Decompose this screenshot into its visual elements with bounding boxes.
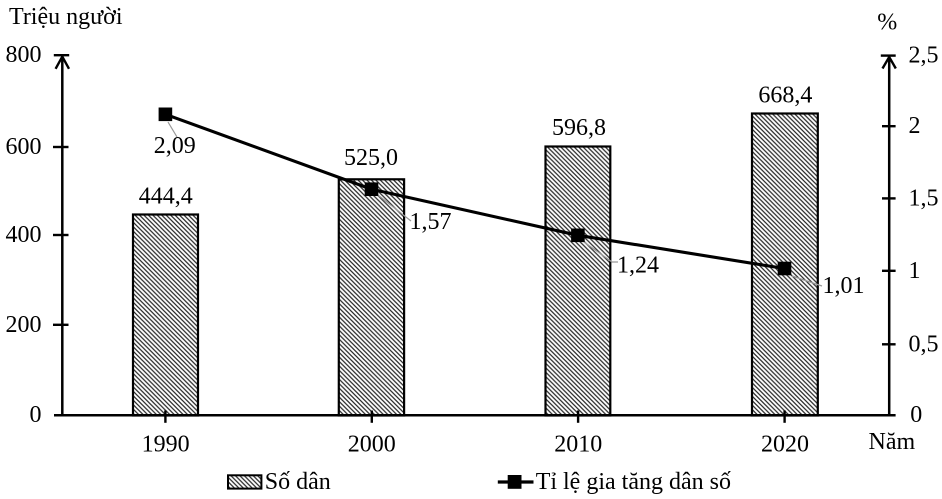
svg-text:525,0: 525,0 bbox=[344, 145, 398, 171]
svg-text:0: 0 bbox=[30, 402, 42, 428]
svg-text:1990: 1990 bbox=[142, 432, 190, 458]
svg-text:2,5: 2,5 bbox=[909, 43, 939, 69]
svg-text:1: 1 bbox=[909, 258, 921, 284]
svg-text:%: % bbox=[877, 10, 897, 36]
svg-text:1,5: 1,5 bbox=[909, 185, 939, 211]
svg-text:668,4: 668,4 bbox=[758, 83, 812, 109]
svg-text:2010: 2010 bbox=[554, 432, 602, 458]
svg-text:800: 800 bbox=[6, 42, 42, 68]
svg-text:1,57: 1,57 bbox=[410, 209, 452, 235]
svg-text:Tỉ lệ gia tăng dân số: Tỉ lệ gia tăng dân số bbox=[536, 469, 731, 495]
svg-text:596,8: 596,8 bbox=[552, 115, 606, 141]
svg-text:2000: 2000 bbox=[348, 432, 396, 458]
svg-text:1,24: 1,24 bbox=[617, 253, 659, 279]
svg-text:0: 0 bbox=[910, 402, 922, 428]
svg-text:Năm: Năm bbox=[869, 429, 916, 455]
svg-text:200: 200 bbox=[6, 312, 42, 338]
svg-text:1,01: 1,01 bbox=[823, 273, 865, 299]
svg-text:400: 400 bbox=[6, 222, 42, 248]
svg-text:Số dân: Số dân bbox=[265, 469, 331, 495]
svg-text:2,09: 2,09 bbox=[154, 133, 196, 159]
svg-text:0,5: 0,5 bbox=[909, 331, 939, 357]
svg-text:444,4: 444,4 bbox=[139, 184, 193, 210]
svg-text:2: 2 bbox=[909, 113, 921, 139]
svg-text:600: 600 bbox=[6, 134, 42, 160]
svg-text:2020: 2020 bbox=[761, 432, 809, 458]
svg-text:Triệu người: Triệu người bbox=[9, 4, 123, 30]
